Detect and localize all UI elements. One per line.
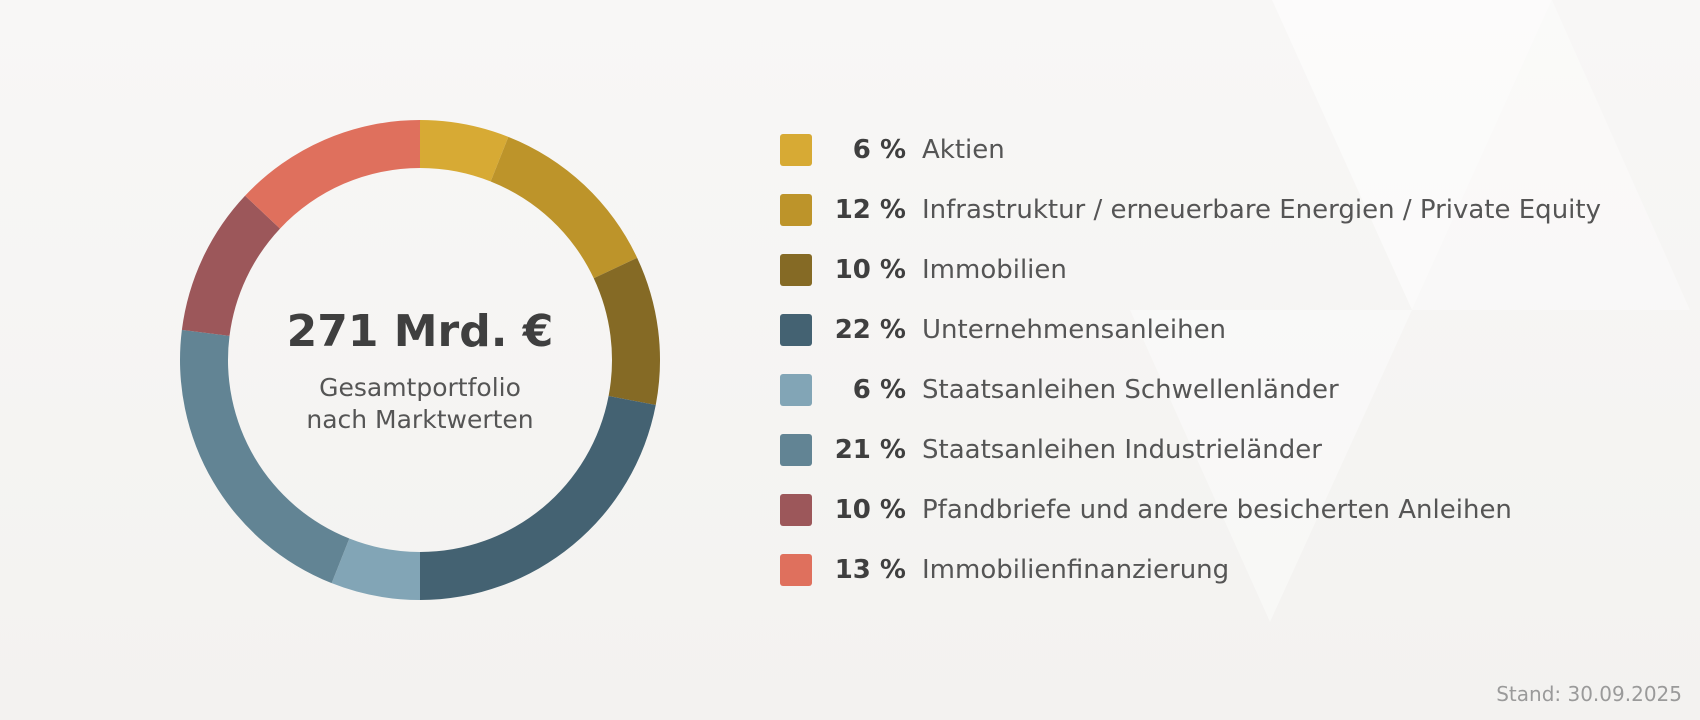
legend-percentage: 6 % <box>852 135 906 165</box>
legend-label: Aktien <box>922 135 1005 165</box>
donut-slice <box>490 136 638 279</box>
legend-label: Staatsanleihen Industrieländer <box>922 435 1322 465</box>
total-caption: Gesamtportfolio nach Marktwerten <box>270 372 570 436</box>
donut-slice <box>420 395 656 600</box>
legend-label: Immobilien <box>922 255 1067 285</box>
legend-percentage: 13 % <box>834 555 906 585</box>
legend-percentage: 10 % <box>834 255 906 285</box>
legend-swatch <box>780 254 812 286</box>
legend-label: Immobilienfinanzierung <box>922 555 1230 585</box>
legend-label: Unternehmensanleihen <box>922 315 1227 345</box>
donut-slice <box>179 329 350 584</box>
legend-percentage: 6 % <box>852 375 906 405</box>
legend-label: Staatsanleihen Schwellenländer <box>922 375 1339 405</box>
legend-label: Infrastruktur / erneuerbare Energien / P… <box>922 195 1601 225</box>
donut-slice <box>331 538 420 600</box>
legend-item: 10 % Pfandbriefe und andere besicherten A… <box>780 480 1601 540</box>
legend-label: Pfandbriefe und andere besicherten Anlei… <box>922 495 1512 525</box>
total-caption-line-2: nach Marktwerten <box>306 405 534 434</box>
total-value: 271 Mrd. € <box>286 306 554 357</box>
donut-slice <box>593 257 661 405</box>
legend-swatch <box>780 494 812 526</box>
legend-item: 21 % Staatsanleihen Industrieländer <box>780 420 1601 480</box>
legend-item: 6 % Aktien <box>780 120 1601 180</box>
legend-item: 6 % Staatsanleihen Schwellenländer <box>780 360 1601 420</box>
legend-percentage: 22 % <box>834 315 906 345</box>
legend-swatch <box>780 374 812 406</box>
legend-swatch <box>780 434 812 466</box>
donut-slice <box>181 195 281 336</box>
legend-swatch <box>780 554 812 586</box>
legend: 6 % Aktien 12 % Infrastruktur / erneuerbare… <box>780 120 1601 600</box>
legend-percentage: 10 % <box>834 495 906 525</box>
legend-item: 12 % Infrastruktur / erneuerbare Energien… <box>780 180 1601 240</box>
legend-percentage: 12 % <box>834 195 906 225</box>
legend-percentage: 21 % <box>834 435 906 465</box>
total-caption-line-1: Gesamtportfolio <box>319 373 521 402</box>
legend-item: 10 % Immobilien <box>780 240 1601 300</box>
as-of-date: Stand: 30.09.2025 <box>1496 682 1682 706</box>
legend-item: 13 % Immobilienfinanzierung <box>780 540 1601 600</box>
legend-swatch <box>780 314 812 346</box>
legend-swatch <box>780 134 812 166</box>
legend-swatch <box>780 194 812 226</box>
legend-item: 22 % Unternehmensanleihen <box>780 300 1601 360</box>
donut-slice <box>245 120 420 229</box>
donut-slice <box>420 120 509 182</box>
